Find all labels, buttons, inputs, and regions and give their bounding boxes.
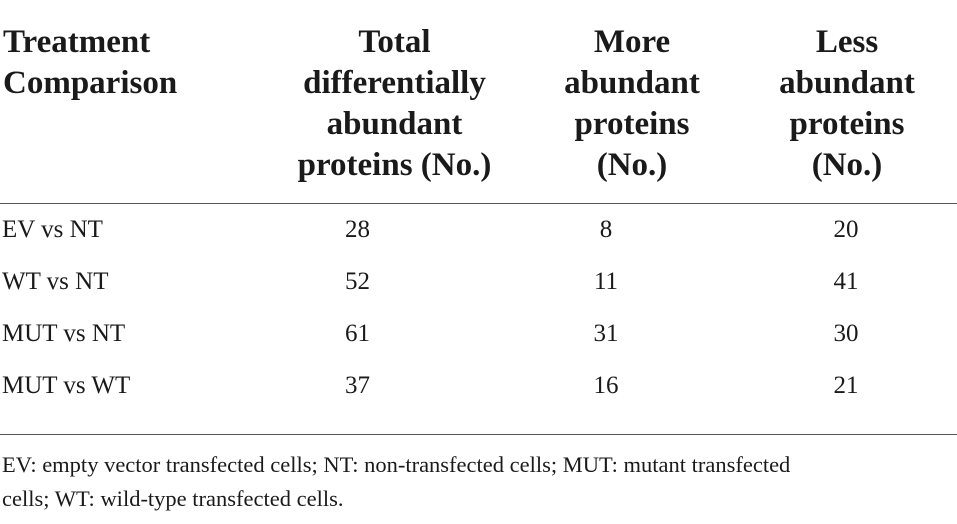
header-line: Treatment <box>3 24 151 60</box>
header-line: (No.) <box>596 147 668 183</box>
header-line: proteins <box>574 106 690 142</box>
table-row: MUT vs WT 37 16 21 <box>0 360 957 420</box>
footnote-line: EV: empty vector transfected cells; NT: … <box>2 452 791 477</box>
cell-less: 20 <box>833 216 859 243</box>
header-line: More <box>593 24 671 60</box>
table-row: WT vs NT 52 11 41 <box>0 256 957 308</box>
table-header: Treatment Comparison Total differentiall… <box>0 0 957 204</box>
header-treatment-comparison: Treatment Comparison <box>0 0 262 204</box>
cell-comparison: MUT vs WT <box>2 372 131 399</box>
header-line: proteins (No.) <box>297 147 492 183</box>
header-total-proteins: Total differentially abundant proteins (… <box>262 0 527 204</box>
protein-abundance-table: Treatment Comparison Total differentiall… <box>0 0 957 421</box>
cell-total: 28 <box>345 216 370 243</box>
cell-more: 31 <box>593 320 619 347</box>
footnote-line: cells; WT: wild-type transfected cells. <box>2 486 344 511</box>
header-line: abundant <box>326 106 463 142</box>
header-more-abundant: More abundant proteins (No.) <box>527 0 737 204</box>
header-line: differentially <box>303 65 486 101</box>
table-row: EV vs NT 28 8 20 <box>0 204 957 257</box>
cell-total: 52 <box>345 268 370 295</box>
header-line: abundant <box>779 65 915 101</box>
data-table-container: Treatment Comparison Total differentiall… <box>0 0 957 421</box>
cell-more: 16 <box>593 372 619 399</box>
header-line: abundant <box>564 65 700 101</box>
table-footnote: EV: empty vector transfected cells; NT: … <box>2 448 952 516</box>
cell-less: 41 <box>833 268 859 295</box>
cell-comparison: MUT vs NT <box>2 320 126 347</box>
header-line: Total <box>358 24 431 60</box>
cell-comparison: EV vs NT <box>2 216 103 243</box>
cell-more: 11 <box>593 268 619 295</box>
header-line: Comparison <box>3 65 178 101</box>
cell-comparison: WT vs NT <box>2 268 109 295</box>
table-row: MUT vs NT 61 31 30 <box>0 308 957 360</box>
header-line: (No.) <box>811 147 883 183</box>
cell-total: 37 <box>345 372 370 399</box>
header-line: proteins <box>789 106 905 142</box>
header-less-abundant: Less abundant proteins (No.) <box>737 0 957 204</box>
cell-total: 61 <box>345 320 370 347</box>
cell-less: 30 <box>833 320 859 347</box>
header-line: Less <box>815 24 879 60</box>
header-row: Treatment Comparison Total differentiall… <box>0 0 957 204</box>
footnote-divider <box>0 434 957 435</box>
cell-more: 8 <box>599 216 613 243</box>
cell-less: 21 <box>833 372 859 399</box>
table-body: EV vs NT 28 8 20 WT vs NT 52 11 41 MUT v… <box>0 204 957 421</box>
